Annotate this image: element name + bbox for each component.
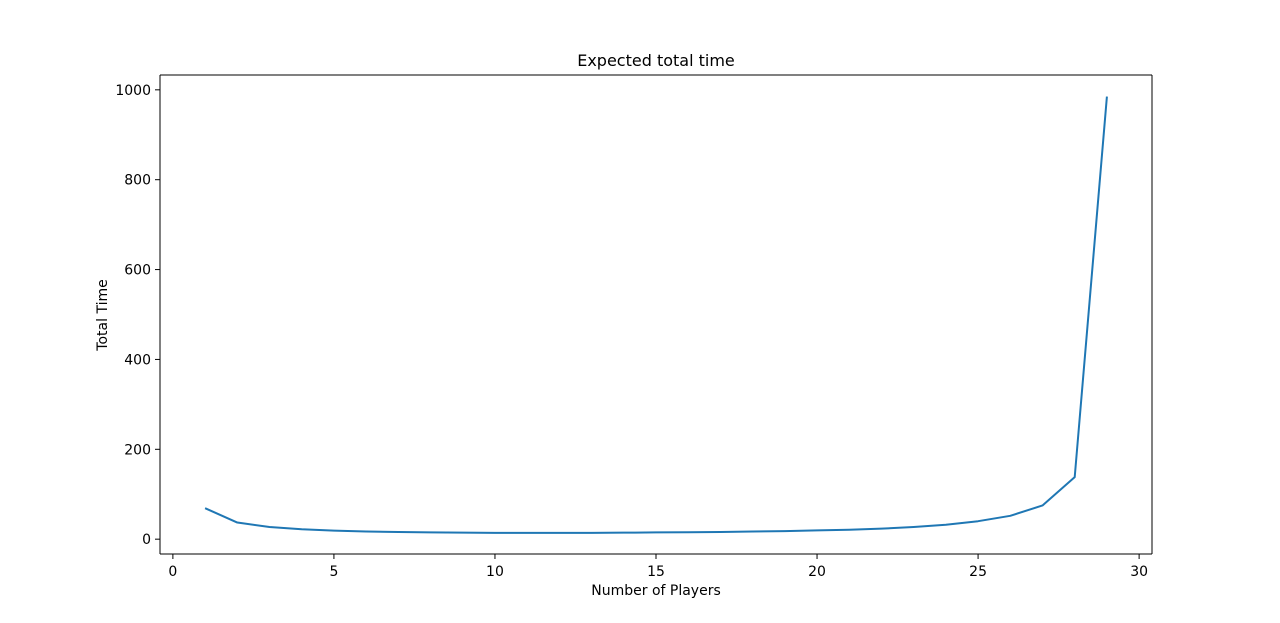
series-layer: [204, 96, 1108, 534]
y-axis-label: Total Time: [95, 279, 111, 351]
y-tick-label: 600: [124, 263, 151, 279]
y-tick-label: 200: [124, 442, 151, 458]
y-tick-label: 1000: [115, 83, 151, 99]
x-tick-label: 20: [808, 564, 826, 580]
series-line: [204, 96, 1108, 534]
x-axis-label: Number of Players: [591, 583, 721, 599]
y-tick-label: 0: [142, 532, 151, 548]
y-tick-label: 400: [124, 352, 151, 368]
x-tick-label: 15: [647, 564, 665, 580]
axes-frame: [159, 74, 1153, 555]
plot-area: [160, 75, 1152, 554]
x-axis-ticks: 0 5 10 15 20 25 30: [168, 554, 1148, 580]
x-tick-label: 30: [1130, 564, 1148, 580]
chart-title: Expected total time: [577, 51, 735, 70]
x-tick-label: 0: [168, 564, 177, 580]
y-axis-ticks: 0 200 400 600 800 1000: [115, 83, 160, 548]
x-tick-label: 25: [969, 564, 987, 580]
y-tick-label: 800: [124, 173, 151, 189]
x-tick-label: 5: [329, 564, 338, 580]
x-tick-label: 10: [486, 564, 504, 580]
